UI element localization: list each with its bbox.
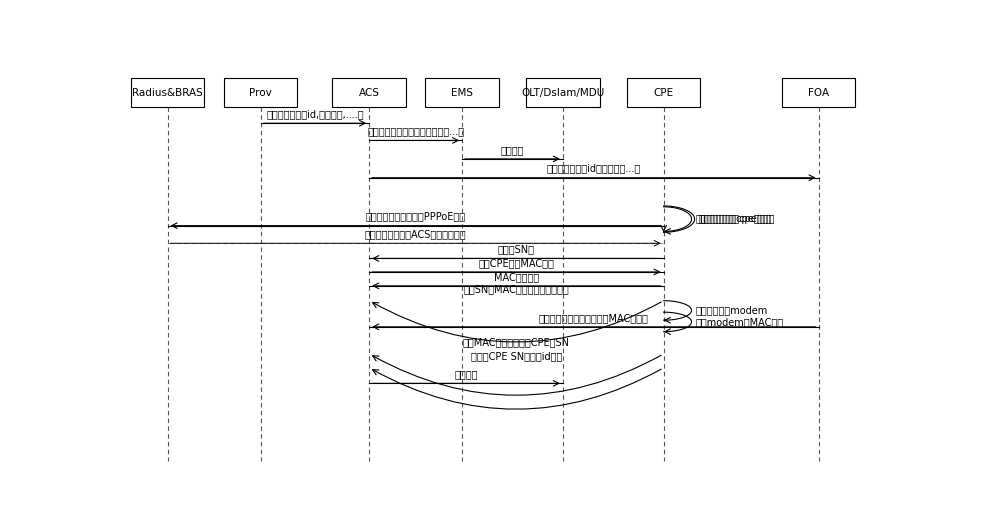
Text: Radius&BRAS: Radius&BRAS [132, 88, 203, 97]
FancyBboxPatch shape [224, 78, 297, 107]
FancyBboxPatch shape [526, 78, 600, 107]
FancyBboxPatch shape [425, 78, 499, 107]
Text: CPE: CPE [654, 88, 674, 97]
Text: 分配一个只能访问ACS的账号和密码: 分配一个只能访问ACS的账号和密码 [365, 229, 466, 239]
Text: OLT/Dslam/MDU: OLT/Dslam/MDU [521, 88, 604, 97]
Text: 工程师上门安装cpe，上电: 工程师上门安装cpe，上电 [698, 214, 775, 224]
Text: 发放业务: 发放业务 [454, 369, 478, 379]
Text: 使用缺省内置账号进行PPPoE拨号: 使用缺省内置账号进行PPPoE拨号 [366, 212, 466, 221]
Text: 获取modem的MAC地址: 获取modem的MAC地址 [695, 317, 784, 327]
Text: 通过无线连接modem: 通过无线连接modem [695, 305, 768, 315]
FancyBboxPatch shape [782, 78, 855, 107]
Text: 注册（SN）: 注册（SN） [498, 244, 535, 254]
Text: 获取CPE全部MAC地址: 获取CPE全部MAC地址 [478, 258, 554, 268]
Text: Prov: Prov [249, 88, 272, 97]
Text: ACS: ACS [359, 88, 380, 97]
Text: FOA: FOA [808, 88, 829, 97]
FancyBboxPatch shape [131, 78, 204, 107]
FancyBboxPatch shape [332, 78, 406, 107]
Text: 开通工单（用户id，用户信息...）: 开通工单（用户id，用户信息...） [547, 164, 641, 173]
Text: 保存SN和MAC地址列表的对应关系: 保存SN和MAC地址列表的对应关系 [464, 284, 569, 294]
Text: 配置端口: 配置端口 [501, 145, 524, 155]
Text: MAC地址列表: MAC地址列表 [494, 272, 539, 282]
FancyBboxPatch shape [627, 78, 700, 107]
Text: 工程师上门安装cpe，上电: 工程师上门安装cpe，上电 [695, 214, 772, 224]
Text: EMS: EMS [451, 88, 473, 97]
Text: 将这个CPE SN和用户id绑定: 将这个CPE SN和用户id绑定 [471, 351, 562, 361]
Text: 业务开通（用户id,业务信息,....）: 业务开通（用户id,业务信息,....） [266, 109, 364, 119]
Text: 用户绑定信息（用户标识，MAC地址）: 用户绑定信息（用户标识，MAC地址） [539, 313, 649, 323]
Text: 根据MAC地址找到这个CPE的SN: 根据MAC地址找到这个CPE的SN [463, 337, 570, 347]
Text: 业务开通（设备端口信息，速率...）: 业务开通（设备端口信息，速率...） [367, 126, 464, 136]
